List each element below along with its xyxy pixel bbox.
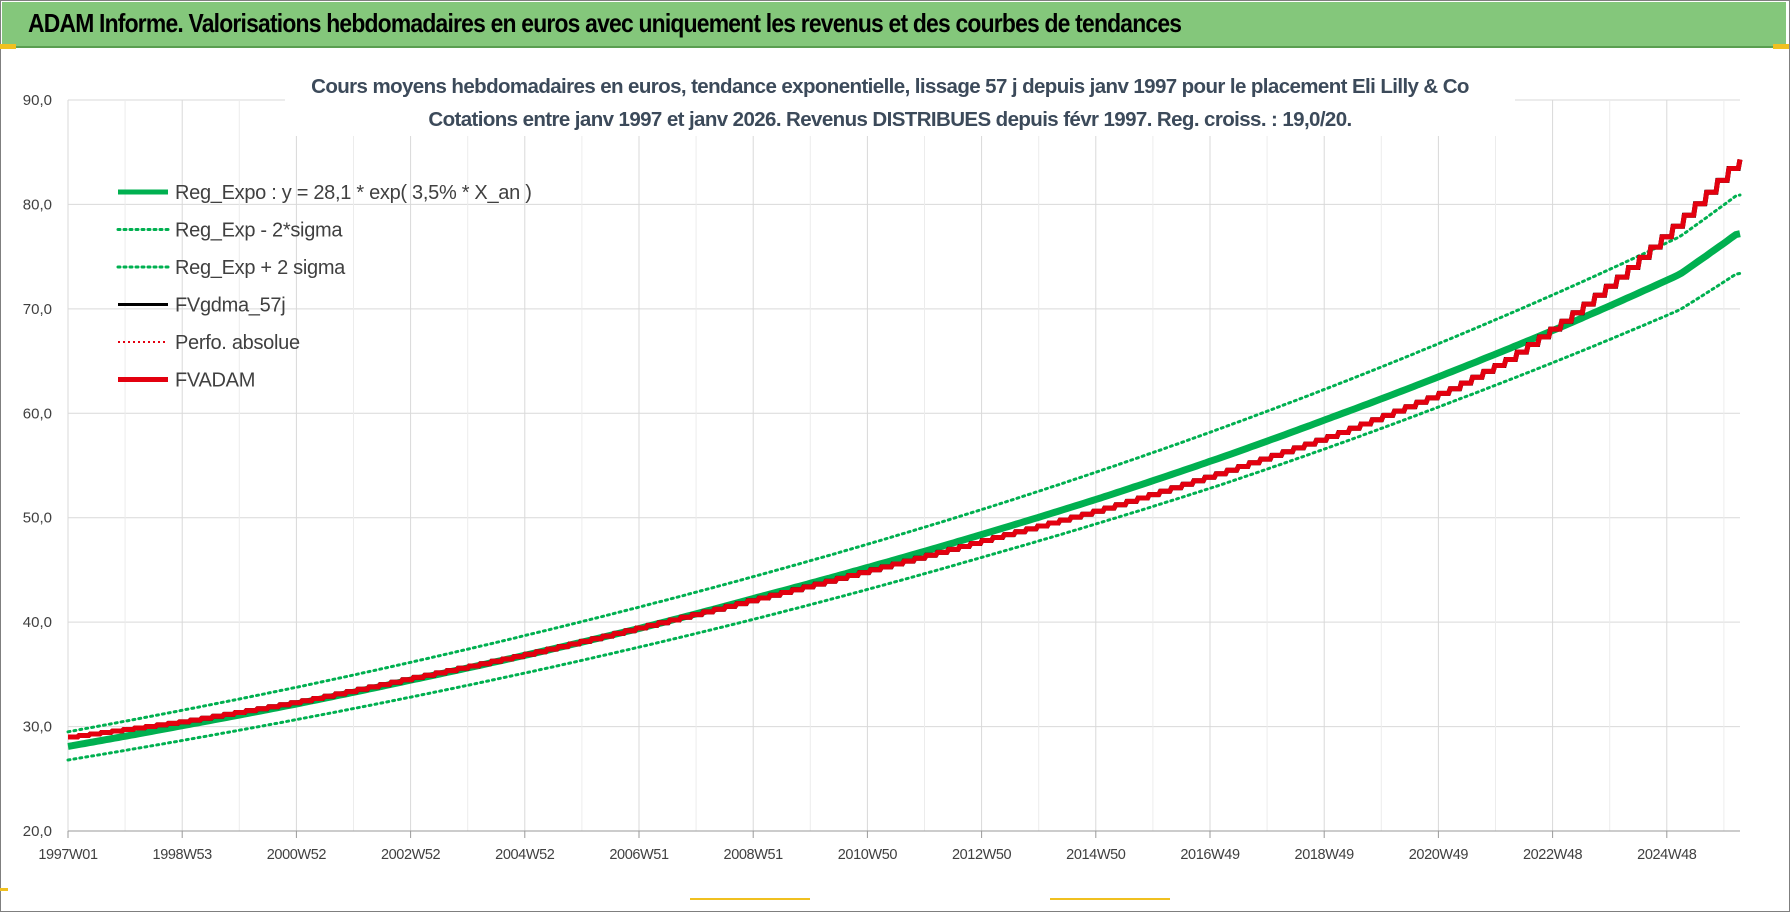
corner-marker [0,888,8,891]
legend-label: FVgdma_57j [175,295,285,317]
x-tick-label: 2008W51 [724,847,784,863]
legend-label: Perfo. absolue [175,332,300,354]
corner-marker [0,44,16,49]
gridlines [67,99,1740,832]
y-tick-label: 80,0 [23,196,52,213]
x-tick-label: 2014W50 [1066,847,1126,863]
x-tick-label: 2000W52 [267,847,327,863]
x-tick-label: 2024W48 [1637,847,1697,863]
x-tick-label: 2002W52 [381,847,441,863]
page-title: ADAM Informe. Valorisations hebdomadaire… [28,8,1182,38]
y-tick-label: 40,0 [23,614,52,631]
legend-label: Reg_Exp + 2 sigma [175,257,346,279]
series-reg-expo [67,230,1741,750]
x-tick-label: 2022W48 [1523,847,1583,863]
series-fvadam [68,159,1743,740]
legend-label: Reg_Expo : y = 28,1 * exp( 3,5% * X_an ) [175,182,532,204]
x-tick-label: 1998W53 [153,847,213,863]
y-tick-label: 20,0 [23,823,52,840]
x-tick-label: 2006W51 [609,847,669,863]
chart-subtitle: Cotations entre janv 1997 et janv 2026. … [428,108,1351,131]
series-reg-plus-2sigma [66,193,1742,734]
bottom-marker [1050,898,1170,900]
legend-label: Reg_Exp - 2*sigma [175,220,343,242]
y-tick-label: 60,0 [23,405,52,422]
x-tick-label: 2010W50 [838,847,898,863]
x-axis: 1997W01 1998W53 2000W52 2002W52 2004W52 2006W… [38,830,1740,863]
y-axis: 90,0 80,0 70,0 60,0 50,0 40,0 30,0 20,0 [23,92,52,840]
series-fvgdma [68,159,1743,740]
x-tick-label: 2016W49 [1180,847,1240,863]
header-banner: ADAM Informe. Valorisations hebdomadaire… [2,2,1786,48]
legend-label: FVADAM [175,370,255,392]
series-group [66,159,1743,762]
x-tick-label: 2018W49 [1295,847,1355,863]
legend: Reg_Expo : y = 28,1 * exp( 3,5% * X_an )… [116,182,532,392]
y-tick-label: 30,0 [23,719,52,736]
title-background [285,68,1515,136]
y-tick-label: 50,0 [23,510,52,527]
y-tick-label: 90,0 [23,92,52,109]
x-tick-label: 2004W52 [495,847,555,863]
series-reg-minus-2sigma [66,271,1742,762]
x-tick-label: 1997W01 [38,847,98,863]
y-tick-label: 70,0 [23,301,52,318]
bottom-marker [690,898,810,900]
corner-marker [1773,44,1789,49]
x-tick-label: 2012W50 [952,847,1012,863]
chart-title: Cours moyens hebdomadaires en euros, ten… [311,75,1469,98]
x-tick-label: 2020W49 [1409,847,1469,863]
